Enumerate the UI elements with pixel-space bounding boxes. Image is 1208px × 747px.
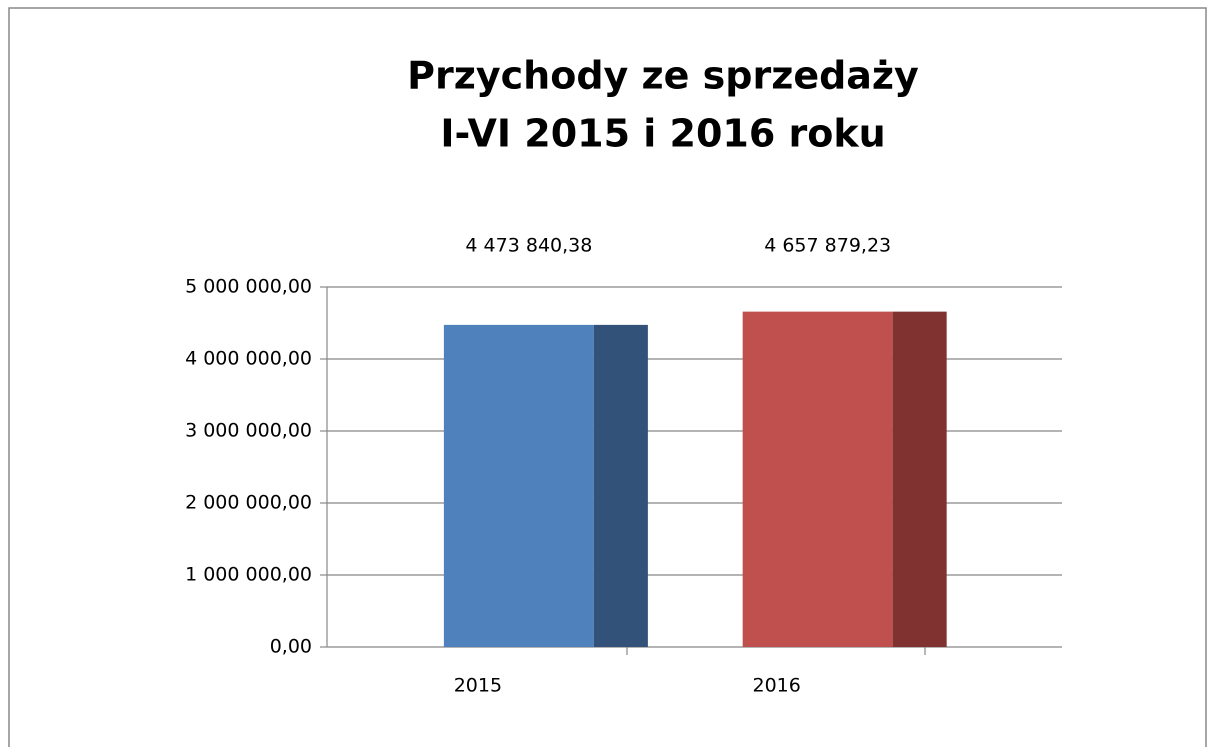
y-tick-label: 4 000 000,00 [185,348,312,370]
y-tick-label: 1 000 000,00 [185,564,312,586]
data-label: 4 657 879,23 [764,235,891,257]
y-tick-label: 5 000 000,00 [185,276,312,298]
y-tick-label: 3 000 000,00 [185,420,312,442]
chart-title: I-VI 2015 i 2016 roku [440,112,885,156]
x-tick-label: 2016 [752,675,800,697]
bar [742,311,893,647]
y-tick-label: 2 000 000,00 [185,492,312,514]
bar-side [892,311,947,647]
x-tick-label: 2015 [454,675,502,697]
data-label: 4 473 840,38 [465,235,592,257]
chart-title: Przychody ze sprzedaży [407,54,919,98]
bar [443,324,594,647]
bar-side [593,324,648,647]
y-tick-label: 0,00 [270,636,312,658]
